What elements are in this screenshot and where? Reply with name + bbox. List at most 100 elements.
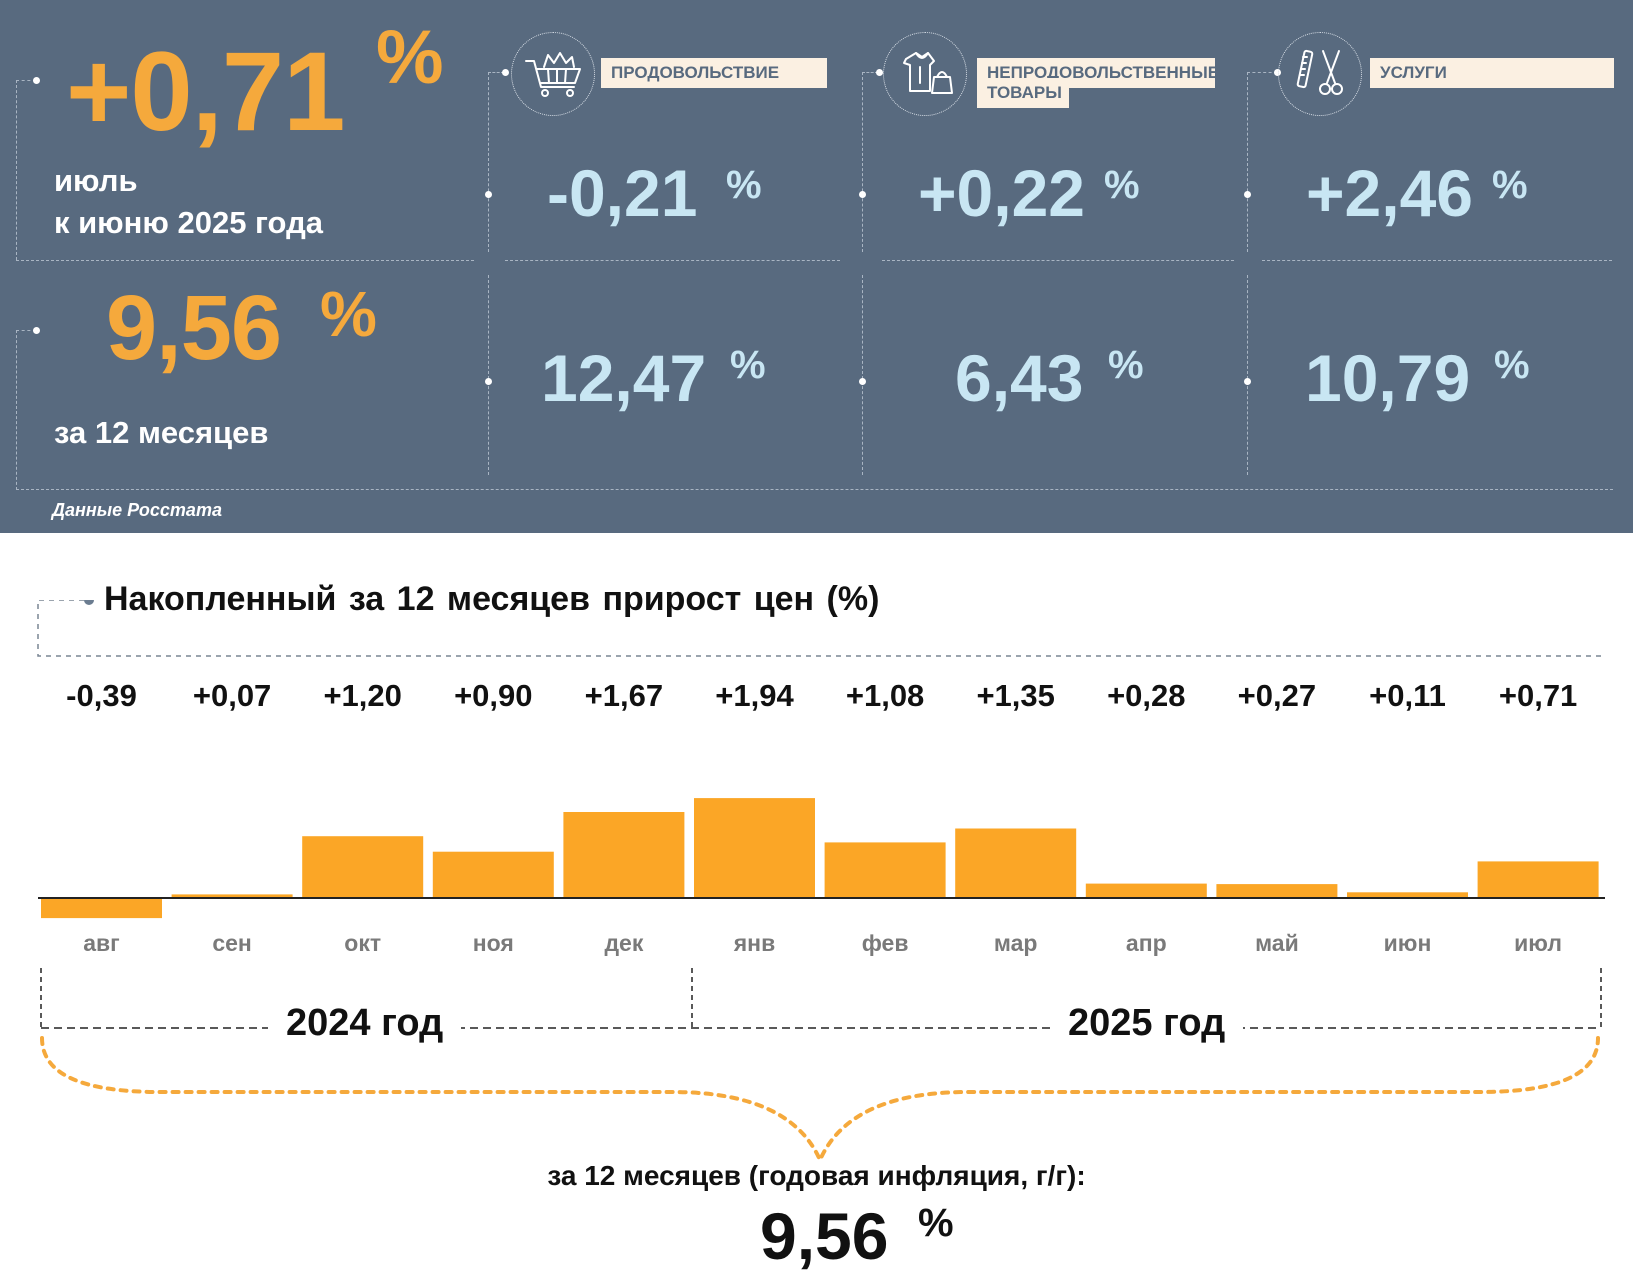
annual-inflation-caption: за 12 месяцев (годовая инфляция, г/г): [547,1160,1086,1191]
column-line [862,275,863,475]
month-label-июн: июн [1383,930,1432,956]
clothing-bag-icon [883,32,967,116]
nonfood-annual-unit: % [1108,343,1144,387]
value-label-авг: -0,39 [66,678,137,713]
annual-brace [40,1036,1600,1165]
marker-dot [859,378,866,385]
category-label-nonfood-line1: НЕПРОДОВОЛЬСТВЕННЫЕ [987,63,1220,82]
monthly-caption-line1: июль [54,163,138,198]
year-label-2025: 2025 год [1050,1002,1244,1045]
services-monthly-value: +2,46 [1306,156,1473,230]
value-label-май: +0,27 [1237,678,1317,713]
bar-авг [41,898,162,919]
category-label-nonfood-line2: ТОВАРЫ [977,78,1069,108]
services-monthly-unit: % [1492,163,1528,207]
month-label-фев: фев [861,930,909,956]
marker-dot [1244,378,1251,385]
bars-group [41,798,1599,919]
marker-dot [876,69,883,76]
chart-title: Накопленный за 12 месяцев прирост цен (%… [104,580,880,618]
marker-dot [485,191,492,198]
month-label-ноя: ноя [472,930,514,956]
marker-dot [485,378,492,385]
value-label-окт: +1,20 [323,678,402,713]
column-line [1247,72,1248,252]
bar-июн [1347,892,1468,898]
food-monthly-value: -0,21 [547,156,698,230]
bar-июл [1477,861,1599,898]
bar-май [1216,884,1338,898]
frame-line [16,80,17,260]
divider-line [505,260,840,261]
food-annual-unit: % [730,343,766,387]
marker-dot [33,327,40,334]
value-label-янв: +1,94 [715,678,794,713]
data-source-note: Данные Росстата [52,500,222,520]
frame-line [16,80,36,81]
marker-dot [33,77,40,84]
monthly-inflation-unit: % [376,15,444,100]
inflation-summary-panel: +0,71 % июль к июню 2025 года 9,56 % за … [0,0,1633,533]
marker-dot [1244,191,1251,198]
value-label-дек: +1,67 [584,678,664,713]
divider-line [882,260,1234,261]
marker-dot [859,191,866,198]
annual-inflation-total-unit: % [918,1201,954,1245]
bar-фев [824,842,946,898]
value-label-ноя: +0,90 [454,678,533,713]
divider-line [16,489,1613,490]
month-label-дек: дек [604,930,644,956]
month-label-янв: янв [733,930,776,956]
divider-line [16,260,474,261]
monthly-caption-line2: к июню 2025 года [54,205,323,240]
food-annual-value: 12,47 [541,341,707,415]
nonfood-monthly-value: +0,22 [918,156,1085,230]
month-label-июл: июл [1514,930,1562,956]
value-label-фев: +1,08 [845,678,925,713]
shopping-cart-icon [511,32,595,116]
bar-янв [694,798,815,898]
month-label-сен: сен [212,930,252,956]
year-label-2024: 2024 год [268,1002,462,1045]
frame-line [16,330,17,490]
comb-scissors-icon [1278,32,1362,116]
category-label-services: УСЛУГИ [1370,58,1614,88]
column-line [862,72,878,73]
food-monthly-unit: % [726,163,762,207]
bar-окт [302,836,424,898]
bar-дек [563,812,685,898]
value-label-мар: +1,35 [976,678,1055,713]
annual-caption: за 12 месяцев [54,415,269,450]
annual-inflation-total: 9,56 [760,1199,889,1273]
column-line [1247,72,1277,73]
value-label-сен: +0,07 [192,678,272,713]
bar-апр [1085,883,1207,898]
column-line [1247,275,1248,475]
value-label-июл: +0,71 [1498,678,1578,713]
monthly-inflation-value: +0,71 [66,29,345,154]
services-annual-unit: % [1494,343,1530,387]
month-label-мар: мар [993,930,1038,956]
title-bullet [84,600,94,605]
month-label-окт: окт [344,930,382,956]
column-line [862,72,863,252]
month-label-май: май [1255,930,1299,956]
marker-dot [1274,69,1281,76]
annual-inflation-value: 9,56 [106,277,282,379]
frame-line [16,330,36,331]
bar-мар [955,828,1077,898]
value-label-апр: +0,28 [1107,678,1186,713]
nonfood-monthly-unit: % [1104,163,1140,207]
monthly-inflation-bar-chart [37,600,1605,1165]
bar-ноя [432,851,554,899]
divider-line [1262,260,1612,261]
column-line [488,72,504,73]
title-connector-line [37,600,1605,657]
category-label-food: ПРОДОВОЛЬСТВИЕ [601,58,827,88]
column-line [488,72,489,252]
month-label-авг: авг [83,930,120,956]
marker-dot [502,69,509,76]
annual-inflation-unit: % [320,278,377,350]
value-label-июн: +0,11 [1369,678,1446,713]
month-label-апр: апр [1125,930,1167,956]
